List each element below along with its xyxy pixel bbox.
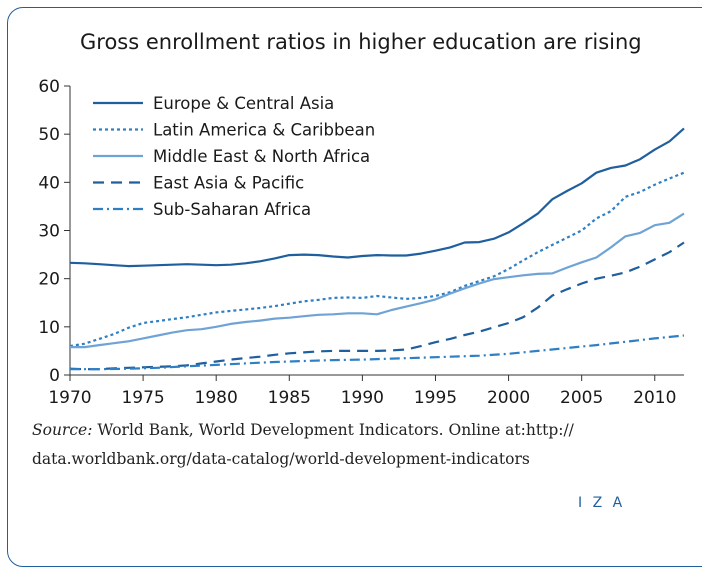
x-tick-label: 2010 [633,388,676,408]
y-tick-label: 50 [38,125,60,145]
chart-legend: Europe & Central Asia Latin America & Car… [93,94,375,219]
y-tick-label: 20 [38,270,60,290]
chart-axes: 0 10 20 30 40 50 60 1970 1975 1980 1985 1990 1995 200… [38,77,684,408]
source-note: Source: World Bank, World Development In… [32,416,692,474]
legend-label-2: Middle East & North Africa [153,147,370,166]
x-tick-label: 1970 [48,388,91,408]
series-line-0 [69,127,685,268]
series-line-2 [70,212,685,349]
iza-logo: I Z A [578,495,626,511]
x-tick-label: 1985 [268,388,311,408]
series-line-3 [69,241,685,371]
y-tick-label: 10 [38,318,60,338]
series-line-1 [69,171,685,348]
legend-label-4: Sub-Saharan Africa [153,200,311,219]
legend-label-0: Europe & Central Asia [153,94,334,113]
x-tick-label: 1980 [195,388,238,408]
source-label: Source: [32,421,93,439]
legend-label-1: Latin America & Caribbean [153,121,375,140]
source-text-line1: World Bank, World Development Indicators… [92,421,574,439]
chart-plot: 0 10 20 30 40 50 60 1970 1975 1980 1985 1990 1995 200… [38,77,685,408]
x-tick-label: 1995 [414,388,457,408]
y-tick-label: 0 [49,366,60,386]
series-line-4 [70,334,685,371]
x-tick-label: 1975 [121,388,164,408]
source-text-line2: data.worldbank.org/data-catalog/world-de… [32,450,530,468]
chart-title: Gross enrollment ratios in higher educat… [80,30,642,54]
y-tick-label: 60 [38,77,60,97]
legend-label-3: East Asia & Pacific [153,174,304,193]
x-tick-label: 2005 [560,388,603,408]
chart-series-lines [69,127,685,371]
x-tick-label: 1990 [341,388,384,408]
y-tick-label: 30 [38,222,60,242]
y-tick-label: 40 [38,173,60,193]
x-tick-label: 2000 [487,388,530,408]
